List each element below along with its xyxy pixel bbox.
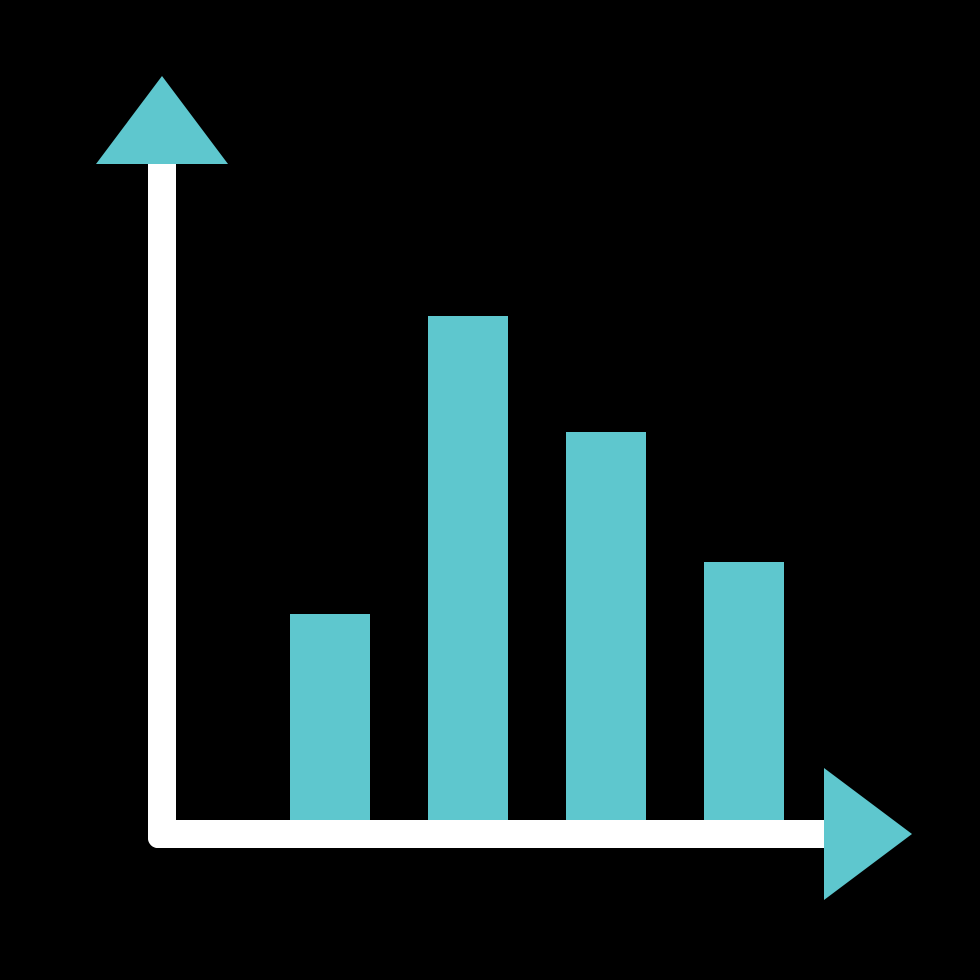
bar-4 <box>704 562 784 820</box>
y-axis <box>148 130 176 848</box>
x-axis <box>148 820 860 848</box>
y-axis-arrow-icon <box>96 76 228 164</box>
bar-2 <box>428 316 508 820</box>
x-axis-arrow-icon <box>824 768 912 900</box>
bar-3 <box>566 432 646 820</box>
bar-chart-icon <box>0 0 980 980</box>
bar-1 <box>290 614 370 820</box>
